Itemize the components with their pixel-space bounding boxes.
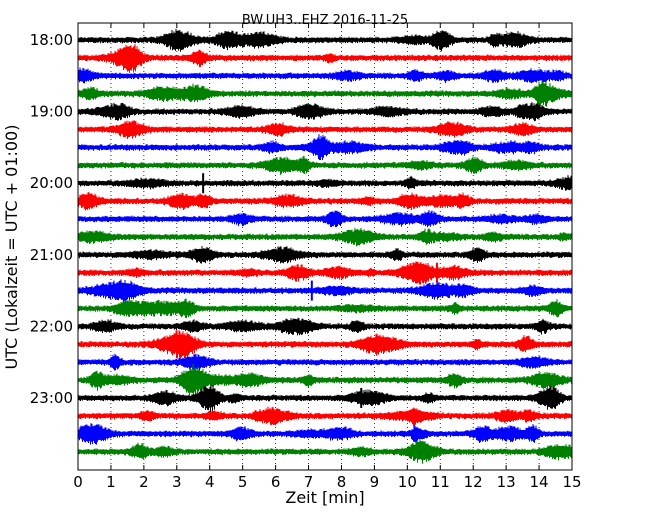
x-tick-label: 15 (562, 473, 581, 491)
seismic-trace (77, 439, 573, 464)
seismic-trace (77, 28, 573, 52)
seismic-trace (77, 330, 573, 359)
plot-frame (77, 22, 573, 471)
seismic-trace (77, 155, 573, 175)
chart-title: BW.UH3..EHZ 2016-11-25 (242, 13, 408, 28)
seismic-trace (77, 227, 573, 247)
x-axis-label: Zeit [min] (285, 488, 364, 507)
y-tick-label: 18:00 (30, 31, 73, 49)
seismic-trace (77, 385, 573, 413)
seismic-trace (77, 192, 573, 211)
seismic-trace (77, 317, 573, 336)
x-tick-label: 14 (530, 473, 549, 491)
y-tick-label: 20:00 (30, 174, 73, 192)
seismic-trace (77, 279, 573, 302)
x-tick-label: 11 (431, 473, 450, 491)
y-tick-label: 23:00 (30, 389, 73, 407)
x-tick-label: 0 (73, 473, 83, 491)
y-tick-label: 19:00 (30, 103, 73, 121)
seismic-trace (77, 80, 573, 107)
x-tick-label: 13 (497, 473, 516, 491)
x-tick-label: 6 (271, 473, 281, 491)
seismic-trace (77, 246, 573, 264)
y-tick-label: 22:00 (30, 317, 73, 335)
x-tick-label: 2 (139, 473, 149, 491)
x-tick-label: 12 (464, 473, 483, 491)
x-tick-label: 9 (370, 473, 380, 491)
x-tick-label: 3 (172, 473, 182, 491)
x-tick-label: 4 (205, 473, 215, 491)
seismic-trace (77, 363, 573, 396)
trace-layer (77, 28, 573, 464)
seismic-trace (77, 261, 573, 285)
seismic-trace (77, 102, 573, 122)
seismic-trace (77, 423, 573, 445)
x-tick-label: 10 (398, 473, 417, 491)
seismic-trace (77, 175, 573, 191)
seismic-trace (77, 120, 573, 140)
seismic-trace (77, 67, 573, 84)
x-tick-label: 5 (238, 473, 248, 491)
seismic-trace (77, 209, 573, 228)
seismic-trace (77, 406, 573, 426)
x-tick-label: 1 (106, 473, 116, 491)
seismic-trace (77, 353, 573, 371)
x-tick-label: 7 (304, 473, 314, 491)
y-axis-label: UTC (Lokalzeit = UTC + 01:00) (2, 125, 21, 370)
seismic-trace (77, 43, 573, 73)
tick-layer: 0 1 2 3 4 5 6 7 8 9 10 11 12 13 14 1518:0019:0020:0021:… (30, 23, 582, 491)
seismic-trace (77, 298, 573, 319)
x-tick-label: 8 (337, 473, 347, 491)
y-tick-label: 21:00 (30, 246, 73, 264)
seismic-trace (77, 134, 573, 161)
